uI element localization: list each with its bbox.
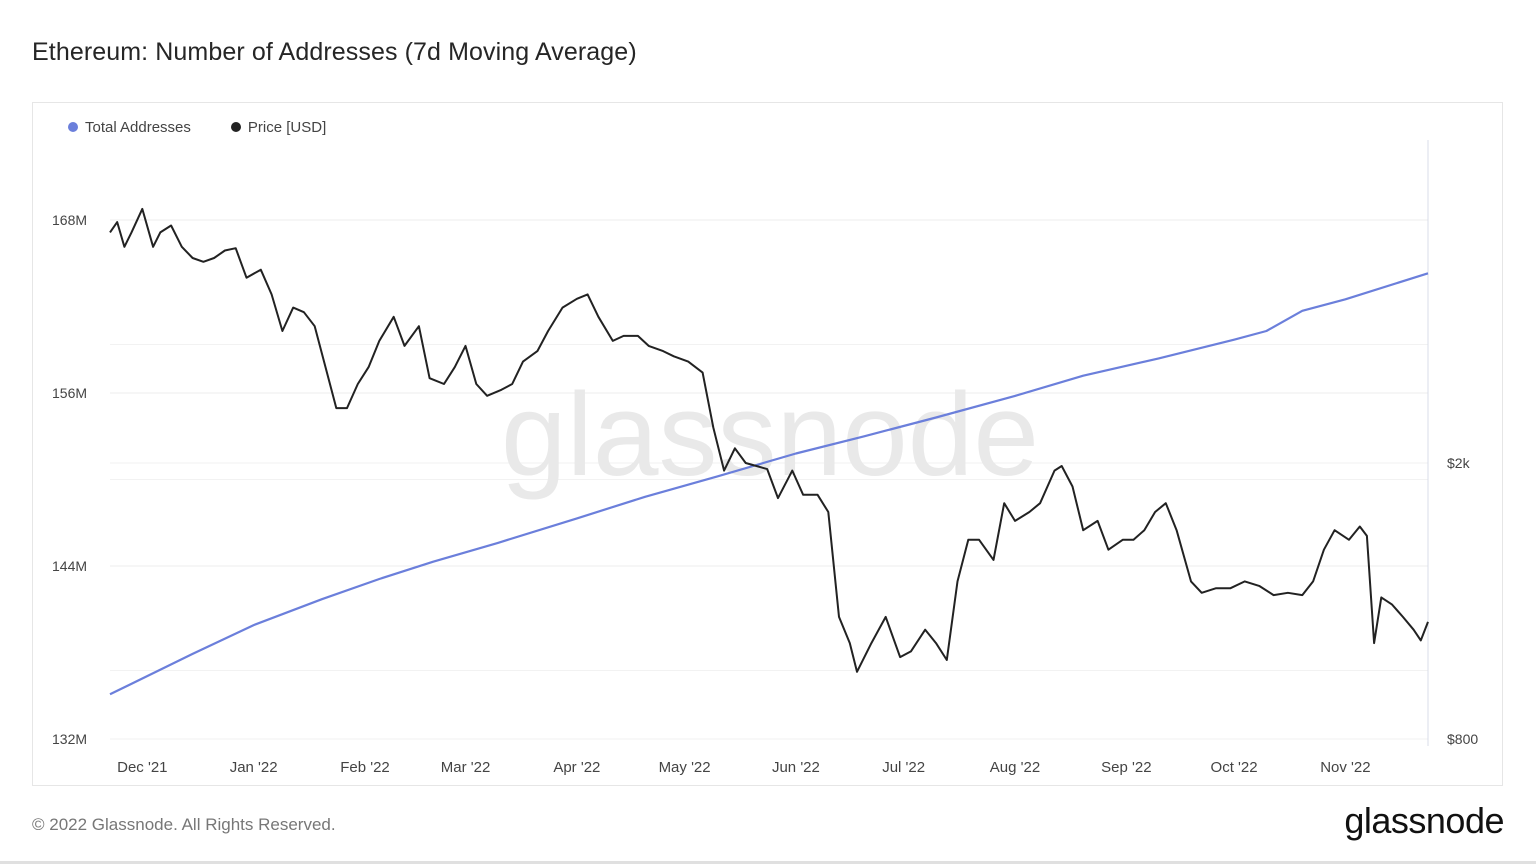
y-right-tick-label: $800: [1447, 731, 1478, 747]
series-line-price: [109, 207, 1429, 673]
y-left-tick-label: 168M: [52, 212, 87, 228]
x-tick-label: Feb '22: [340, 759, 390, 776]
chart-title: Ethereum: Number of Addresses (7d Moving…: [32, 38, 637, 66]
x-tick-label: Sep '22: [1101, 759, 1151, 776]
x-tick-label: Jan '22: [230, 759, 278, 776]
x-tick-label: Mar '22: [441, 759, 491, 776]
x-tick-label: Dec '21: [117, 759, 167, 776]
legend-item-total-addresses[interactable]: Total Addresses: [68, 119, 191, 136]
watermark: glassnode: [501, 369, 1039, 501]
x-tick-label: Apr '22: [553, 759, 600, 776]
legend-marker-price: [230, 122, 241, 132]
y-left-tick-label: 156M: [52, 385, 87, 401]
bottom-divider: [0, 861, 1536, 864]
y-left-tick-label: 132M: [52, 731, 87, 747]
x-tick-label: Nov '22: [1320, 759, 1370, 776]
y-right-tick-label: $2k: [1447, 455, 1471, 471]
copyright-text: © 2022 Glassnode. All Rights Reserved.: [32, 815, 336, 834]
x-tick-label: Jul '22: [882, 759, 925, 776]
chart-panel: [32, 102, 1503, 786]
y-left-tick-label: 144M: [52, 558, 87, 574]
chart-legend: Total Addresses Price [USD]: [68, 117, 326, 137]
legend-item-price[interactable]: Price [USD]: [230, 118, 327, 136]
x-tick-label: Aug '22: [990, 759, 1040, 776]
brand-logo: glassnode: [1344, 800, 1504, 841]
legend-label-price: Price [USD]: [247, 118, 327, 136]
x-tick-label: Oct '22: [1211, 759, 1258, 776]
legend-marker-total-addresses: [68, 122, 78, 132]
legend-label-total-addresses: Total Addresses: [85, 118, 191, 136]
x-tick-label: Jun '22: [772, 759, 820, 776]
series-line-total-addresses: [109, 272, 1429, 696]
x-tick-label: May '22: [659, 759, 711, 776]
